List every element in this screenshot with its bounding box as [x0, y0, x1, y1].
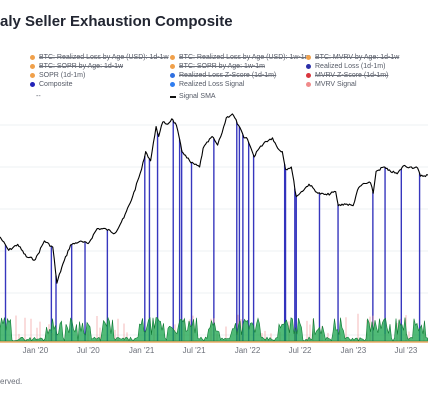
legend-label: Signal SMA: [179, 93, 216, 100]
legend-marker: [30, 82, 35, 87]
legend-item[interactable]: MVRV Signal: [306, 81, 357, 88]
legend-marker: [170, 82, 175, 87]
price-line: [0, 113, 428, 284]
legend-item[interactable]: MVRV Z-Score (1d-1m): [306, 72, 388, 79]
legend-label: Realized Loss Signal: [179, 81, 245, 88]
legend-marker: [30, 73, 35, 78]
legend-item[interactable]: Realized Loss Z-Score (1d-1m): [170, 72, 276, 79]
legend-label: Realized Loss Z-Score (1d-1m): [179, 72, 277, 79]
legend-marker: [170, 95, 176, 98]
legend-marker: [30, 55, 35, 60]
x-tick-label: Jan '23: [341, 346, 367, 355]
composite-area: [0, 316, 428, 342]
legend-marker: [170, 55, 175, 60]
legend-item[interactable]: SOPR (1d-1m): [30, 72, 85, 79]
legend-item[interactable]: BTC: MVRV by Age: 1d-1w: [306, 54, 399, 61]
legend-marker: [306, 82, 311, 87]
legend-item[interactable]: BTC: SOPR by Age: 1w-1m: [170, 63, 265, 70]
footer-copyright: erved.: [0, 377, 23, 386]
legend-item[interactable]: BTC: Realized Loss by Age (USD): 1w-1m: [170, 54, 311, 61]
chart-area: Jan '20 Jul '20 Jan '21 Jul '21 Jan '22 Jul '…: [0, 113, 428, 355]
legend-label: BTC: SOPR by Age: 1d-1w: [39, 63, 124, 70]
x-tick-label: Jul '22: [289, 346, 312, 355]
legend-item[interactable]: BTC: Realized Loss by Age (USD): 1d-1w: [30, 54, 169, 61]
legend-label: SOPR (1d-1m): [39, 72, 86, 79]
legend-label: MVRV Signal: [315, 81, 357, 88]
legend-marker: [170, 73, 175, 78]
legend-label: BTC: MVRV by Age: 1d-1w: [315, 54, 400, 61]
legend-marker: [170, 64, 175, 69]
legend-item[interactable]: BTC: SOPR by Age: 1d-1w: [30, 63, 123, 70]
legend-label: BTC: Realized Loss by Age (USD): 1d-1w: [39, 54, 169, 61]
legend-label: BTC: Realized Loss by Age (USD): 1w-1m: [179, 54, 311, 61]
legend-item[interactable]: Realized Loss (1d-1m): [306, 63, 385, 70]
legend-label: Composite: [39, 81, 73, 88]
legend-label: MVRV Z-Score (1d-1m): [315, 72, 389, 79]
legend-item[interactable]: Composite: [30, 81, 72, 88]
legend-marker: [306, 73, 311, 78]
x-tick-label: Jan '20: [23, 346, 49, 355]
chart-title: aly Seller Exhaustion Composite: [0, 13, 233, 30]
legend-item[interactable]: Realized Loss Signal: [170, 81, 244, 88]
legend-item[interactable]: --: [36, 93, 41, 100]
x-tick-label: Jul '20: [77, 346, 100, 355]
signal-bars: [4, 120, 425, 341]
legend-item[interactable]: Signal SMA: [170, 93, 216, 100]
price-series: [0, 113, 428, 284]
x-tick-label: Jan '21: [129, 346, 155, 355]
x-tick-label: Jan '22: [235, 346, 261, 355]
x-axis: Jan '20 Jul '20 Jan '21 Jul '21 Jan '22 Jul '…: [23, 346, 418, 355]
legend-label: Realized Loss (1d-1m): [315, 63, 386, 70]
composite-fill: [0, 316, 428, 343]
legend-label: --: [36, 93, 41, 100]
legend-marker: [306, 64, 311, 69]
x-tick-label: Jul '23: [395, 346, 418, 355]
chart-legend: BTC: Realized Loss by Age (USD): 1d-1w BT…: [0, 54, 428, 106]
legend-marker: [306, 55, 311, 60]
x-tick-label: Jul '21: [183, 346, 206, 355]
legend-marker: [30, 64, 35, 69]
legend-label: BTC: SOPR by Age: 1w-1m: [179, 63, 265, 70]
